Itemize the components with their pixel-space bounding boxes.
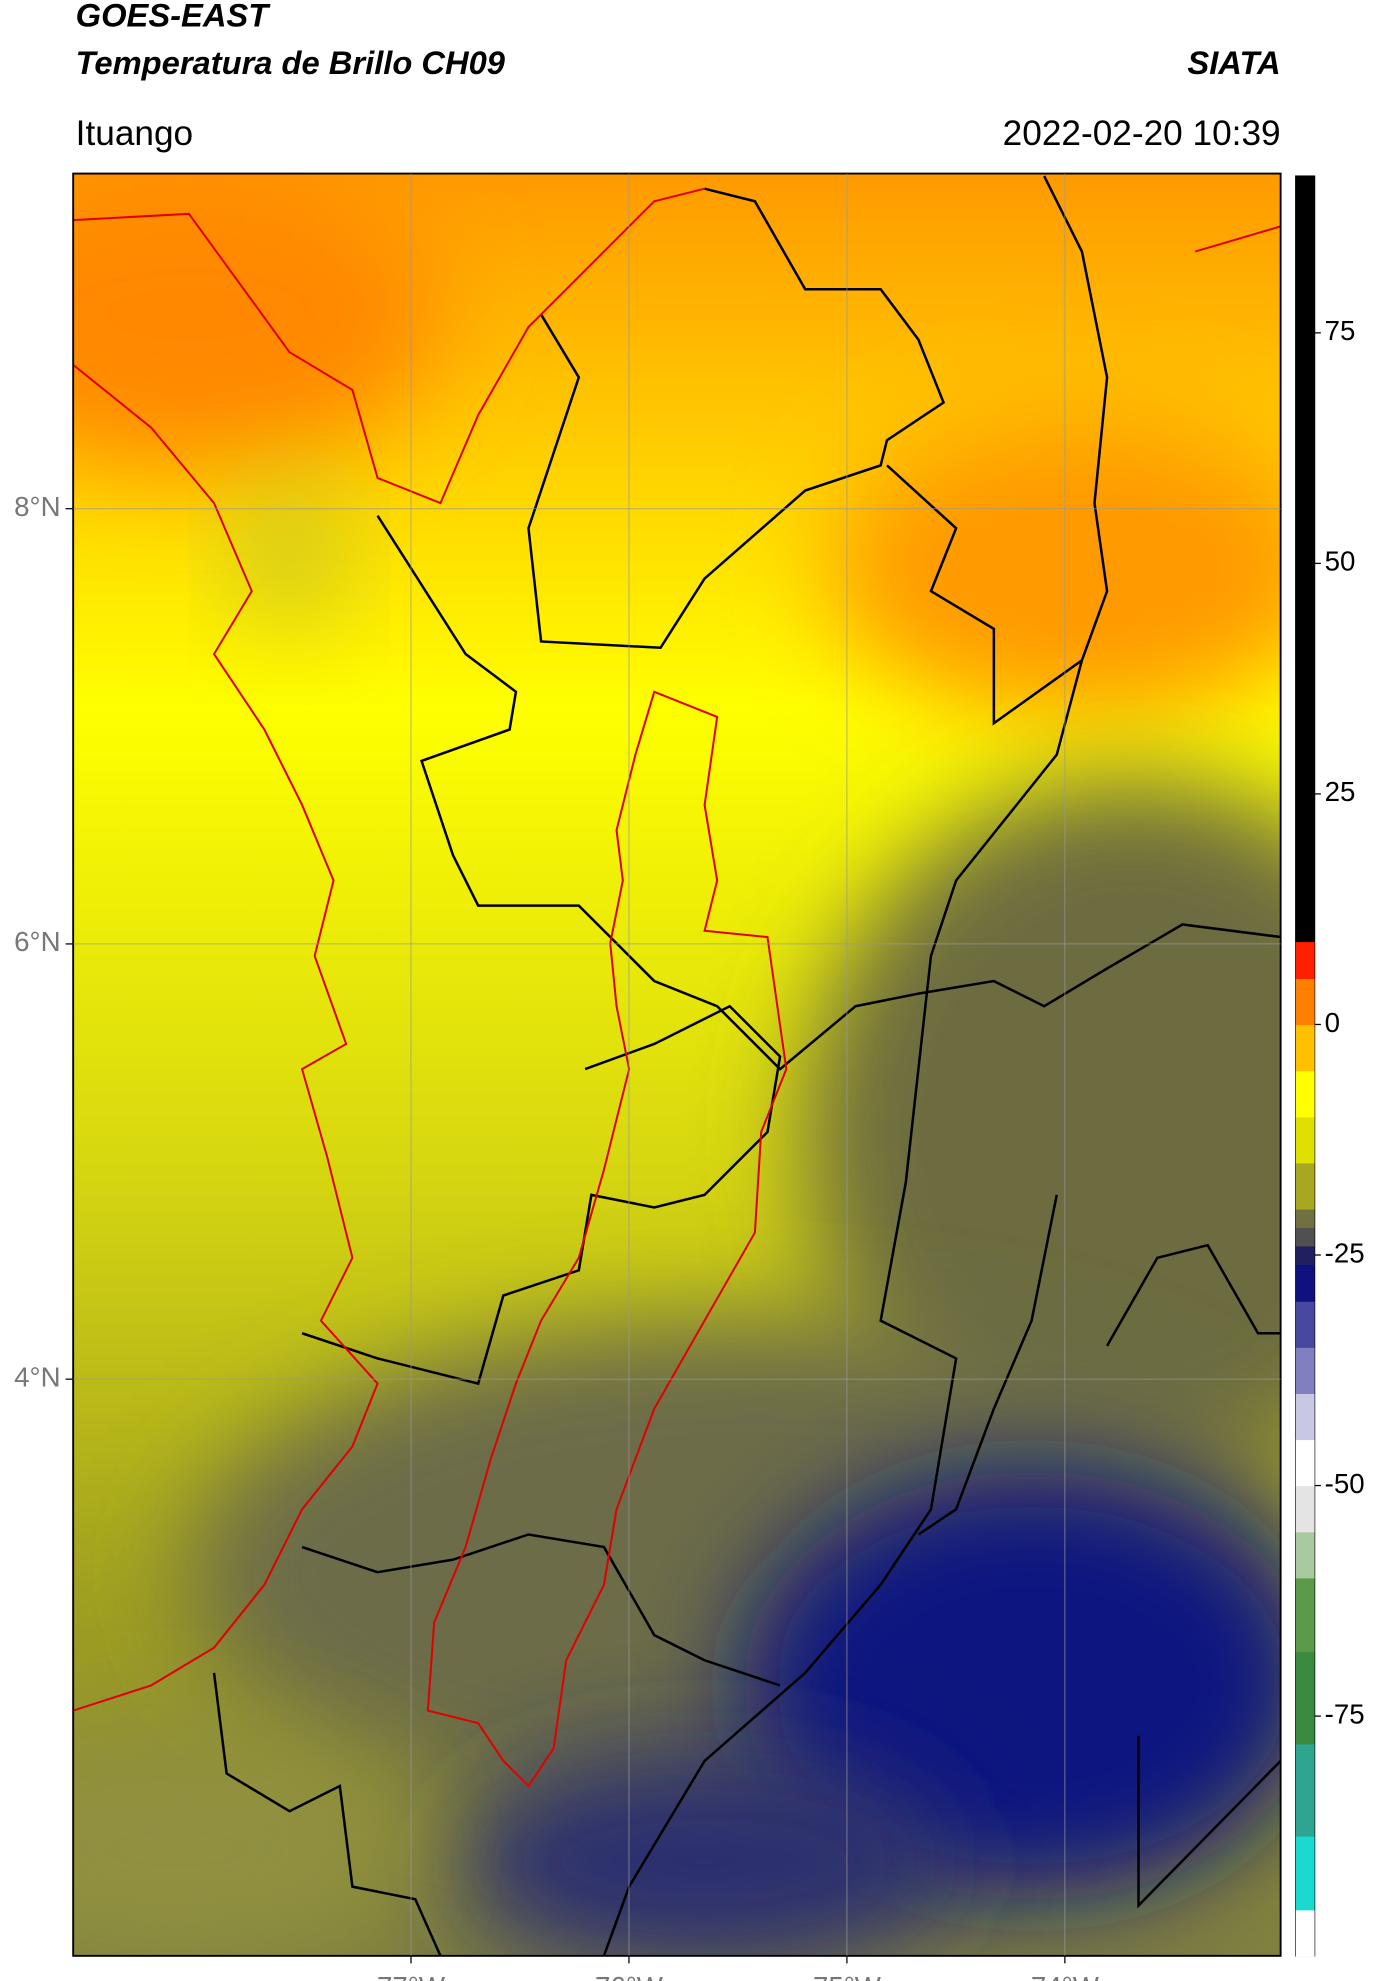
x-tick-label: 76°W xyxy=(595,1971,664,1981)
colorbar-tick-label: -75 xyxy=(1325,1698,1365,1729)
colorbar-tick-label: 0 xyxy=(1325,1007,1340,1038)
colorbar-segment xyxy=(1295,1743,1315,1837)
x-tick-label: 77°W xyxy=(377,1971,446,1981)
y-tick-label: 8°N xyxy=(14,491,60,522)
colorbar-segment xyxy=(1295,1227,1315,1247)
colorbar-segment xyxy=(1295,1485,1315,1533)
colorbar-segment xyxy=(1295,1245,1315,1265)
y-tick-label: 6°N xyxy=(14,926,60,957)
colorbar-segment xyxy=(1295,1531,1315,1579)
title: GOES-EAST xyxy=(76,0,272,33)
colorbar-segment xyxy=(1295,1651,1315,1745)
colorbar-segment xyxy=(1295,1909,1315,1957)
colorbar-segment xyxy=(1295,941,1315,979)
colorbar-segment xyxy=(1295,1439,1315,1487)
y-tick-label: 4°N xyxy=(14,1361,60,1392)
subtitle: Temperatura de Brillo CH09 xyxy=(76,44,506,81)
colorbar-tick-label: 25 xyxy=(1325,776,1356,807)
colorbar-segment xyxy=(1295,1162,1315,1210)
colorbar-segment xyxy=(1295,1024,1315,1072)
coastline xyxy=(73,187,1281,1788)
x-tick-label: 75°W xyxy=(813,1971,882,1981)
colorbar-segment xyxy=(1295,1116,1315,1164)
colorbar-segment xyxy=(1295,1070,1315,1118)
colorbar-segment xyxy=(1295,978,1315,1026)
colorbar-tick-label: 50 xyxy=(1325,546,1356,577)
map-frame xyxy=(72,172,1282,1957)
source: SIATA xyxy=(1187,44,1280,81)
colorbar-tick-label: 75 xyxy=(1325,315,1356,346)
colorbar-segment xyxy=(1295,1835,1315,1911)
colorbar-segment xyxy=(1295,1264,1315,1302)
timestamp: 2022-02-20 10:39 xyxy=(1003,114,1281,153)
map-image xyxy=(73,173,1281,1956)
x-tick-label: 74°W xyxy=(1031,1971,1100,1981)
colorbar-segment xyxy=(1295,1347,1315,1394)
colorbar-tick-label: -50 xyxy=(1325,1468,1365,1499)
colorbar-segment xyxy=(1295,176,1315,943)
boundaries xyxy=(212,175,1281,1956)
colorbar-segment xyxy=(1295,1301,1315,1348)
colorbar-segment xyxy=(1295,1393,1315,1441)
region: Ituango xyxy=(76,114,193,153)
colorbar-segment xyxy=(1295,1208,1315,1228)
colorbar-tick-label: -25 xyxy=(1325,1237,1365,1268)
colorbar-segment xyxy=(1295,1577,1315,1653)
